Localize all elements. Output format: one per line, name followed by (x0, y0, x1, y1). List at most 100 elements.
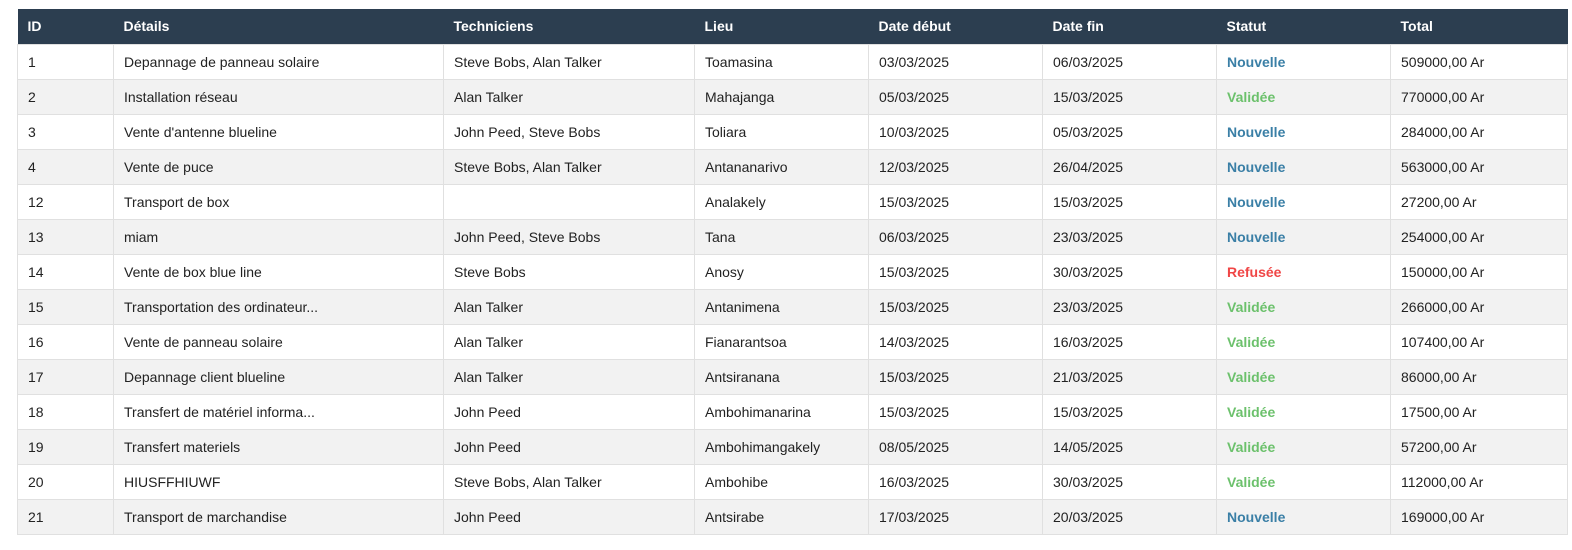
cell-statut: Validée (1216, 78, 1391, 115)
table-row[interactable]: 17 Depannage client blueline Alan Talker An… (17, 358, 1568, 395)
cell-total: 266000,00 Ar (1390, 288, 1568, 325)
cell-lieu: Antananarivo (694, 148, 869, 185)
table-row[interactable]: 4 Vente de puce Steve Bobs, Alan Talker Ant… (17, 148, 1568, 185)
cell-techniciens: Steve Bobs (443, 253, 695, 290)
cell-techniciens: Steve Bobs, Alan Talker (443, 43, 695, 80)
cell-date-fin: 15/03/2025 (1042, 393, 1217, 430)
cell-id: 20 (17, 463, 114, 500)
cell-techniciens: Alan Talker (443, 358, 695, 395)
status-badge: Nouvelle (1227, 193, 1286, 210)
interventions-table-container: ID Détails Techniciens Lieu Date début D… (17, 9, 1568, 535)
cell-details: Depannage client blueline (113, 358, 444, 395)
cell-total: 770000,00 Ar (1390, 78, 1568, 115)
status-badge: Nouvelle (1227, 508, 1286, 525)
cell-total: 563000,00 Ar (1390, 148, 1568, 185)
table-row[interactable]: 20 HIUSFFHIUWF Steve Bobs, Alan Talker Ambo… (17, 463, 1568, 500)
cell-statut: Nouvelle (1216, 183, 1391, 220)
col-header-techniciens[interactable]: Techniciens (453, 18, 534, 35)
cell-total: 57200,00 Ar (1390, 428, 1568, 465)
col-header-lieu[interactable]: Lieu (704, 18, 734, 35)
table-row[interactable]: 16 Vente de panneau solaire Alan Talker Fia… (17, 323, 1568, 360)
status-badge: Validée (1227, 298, 1276, 315)
col-header-details[interactable]: Détails (123, 18, 170, 35)
cell-details: Installation réseau (113, 78, 444, 115)
cell-statut: Validée (1216, 323, 1391, 360)
table-row[interactable]: 19 Transfert materiels John Peed Ambohimang… (17, 428, 1568, 465)
table-row[interactable]: 3 Vente d'antenne blueline John Peed, Stev… (17, 113, 1568, 150)
cell-date-fin: 15/03/2025 (1042, 78, 1217, 115)
cell-total: 17500,00 Ar (1390, 393, 1568, 430)
cell-techniciens: Alan Talker (443, 78, 695, 115)
cell-techniciens: Steve Bobs, Alan Talker (443, 148, 695, 185)
cell-date-fin: 23/03/2025 (1042, 218, 1217, 255)
cell-statut: Nouvelle (1216, 43, 1391, 80)
cell-lieu: Tana (694, 218, 869, 255)
cell-total: 150000,00 Ar (1390, 253, 1568, 290)
cell-id: 15 (17, 288, 114, 325)
col-header-date-debut[interactable]: Date début (878, 18, 951, 35)
table-body: 1 Depannage de panneau solaire Steve Bobs,… (17, 43, 1568, 535)
cell-date-fin: 26/04/2025 (1042, 148, 1217, 185)
cell-statut: Nouvelle (1216, 498, 1391, 535)
col-header-total[interactable]: Total (1400, 18, 1433, 35)
cell-statut: Nouvelle (1216, 218, 1391, 255)
status-badge: Validée (1227, 333, 1276, 350)
cell-statut: Nouvelle (1216, 148, 1391, 185)
table-row[interactable]: 1 Depannage de panneau solaire Steve Bobs,… (17, 43, 1568, 80)
cell-total: 254000,00 Ar (1390, 218, 1568, 255)
cell-details: miam (113, 218, 444, 255)
cell-techniciens: Alan Talker (443, 288, 695, 325)
cell-date-fin: 15/03/2025 (1042, 183, 1217, 220)
col-header-statut[interactable]: Statut (1226, 18, 1267, 35)
status-badge: Nouvelle (1227, 53, 1286, 70)
table-row[interactable]: 12 Transport de box Analakely 15/03/2025 15/… (17, 183, 1568, 220)
cell-details: Transfert de matériel informa... (113, 393, 444, 430)
cell-date-fin: 06/03/2025 (1042, 43, 1217, 80)
status-badge: Validée (1227, 88, 1276, 105)
cell-details: Transport de marchandise (113, 498, 444, 535)
cell-lieu: Ambohibe (694, 463, 869, 500)
table-row[interactable]: 18 Transfert de matériel informa... John P… (17, 393, 1568, 430)
cell-date-debut: 10/03/2025 (868, 113, 1043, 150)
cell-date-debut: 15/03/2025 (868, 288, 1043, 325)
cell-statut: Validée (1216, 428, 1391, 465)
cell-total: 509000,00 Ar (1390, 43, 1568, 80)
cell-total: 112000,00 Ar (1390, 463, 1568, 500)
status-badge: Validée (1227, 403, 1276, 420)
cell-date-debut: 15/03/2025 (868, 253, 1043, 290)
table-row[interactable]: 21 Transport de marchandise John Peed Antsi… (17, 498, 1568, 535)
status-badge: Validée (1227, 473, 1276, 490)
cell-statut: Validée (1216, 393, 1391, 430)
status-badge: Validée (1227, 438, 1276, 455)
col-header-id[interactable]: ID (27, 18, 42, 35)
table-row[interactable]: 15 Transportation des ordinateur... Alan T… (17, 288, 1568, 325)
cell-id: 2 (17, 78, 114, 115)
cell-details: Transfert materiels (113, 428, 444, 465)
cell-statut: Refusée (1216, 253, 1391, 290)
cell-details: Vente d'antenne blueline (113, 113, 444, 150)
table-row[interactable]: 2 Installation réseau Alan Talker Mahajanga… (17, 78, 1568, 115)
cell-date-fin: 05/03/2025 (1042, 113, 1217, 150)
cell-details: Transportation des ordinateur... (113, 288, 444, 325)
col-header-date-fin[interactable]: Date fin (1052, 18, 1104, 35)
table-row[interactable]: 14 Vente de box blue line Steve Bobs Anosy 1… (17, 253, 1568, 290)
cell-lieu: Ambohimangakely (694, 428, 869, 465)
cell-date-debut: 15/03/2025 (868, 393, 1043, 430)
interventions-table: ID Détails Techniciens Lieu Date début D… (17, 9, 1568, 535)
cell-date-fin: 23/03/2025 (1042, 288, 1217, 325)
cell-details: Vente de box blue line (113, 253, 444, 290)
cell-techniciens: John Peed, Steve Bobs (443, 218, 695, 255)
cell-statut: Validée (1216, 288, 1391, 325)
cell-total: 169000,00 Ar (1390, 498, 1568, 535)
cell-techniciens: Alan Talker (443, 323, 695, 360)
cell-date-debut: 15/03/2025 (868, 183, 1043, 220)
cell-lieu: Ambohimanarina (694, 393, 869, 430)
cell-date-debut: 12/03/2025 (868, 148, 1043, 185)
cell-id: 16 (17, 323, 114, 360)
cell-techniciens: John Peed (443, 498, 695, 535)
cell-id: 4 (17, 148, 114, 185)
cell-total: 284000,00 Ar (1390, 113, 1568, 150)
table-row[interactable]: 13 miam John Peed, Steve Bobs Tana 06/03/202… (17, 218, 1568, 255)
cell-date-debut: 16/03/2025 (868, 463, 1043, 500)
cell-date-fin: 30/03/2025 (1042, 253, 1217, 290)
